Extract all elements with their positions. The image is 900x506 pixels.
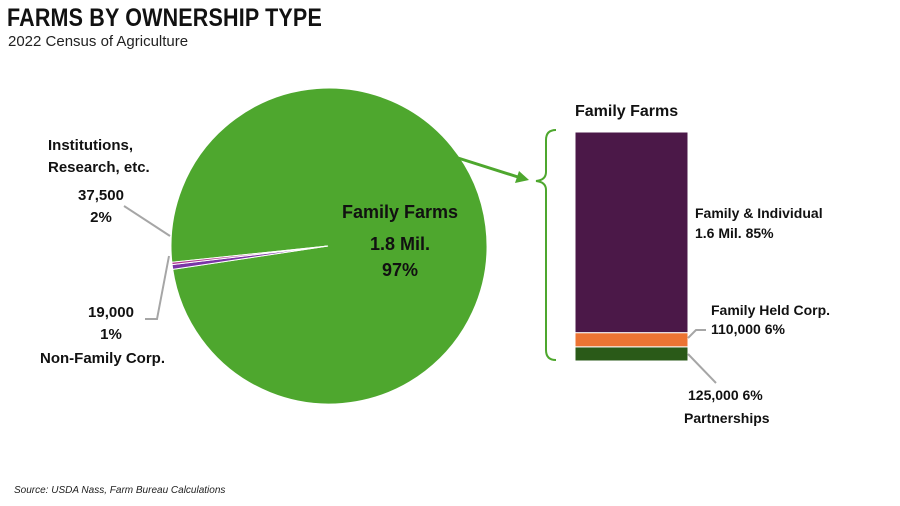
pie-slice-non-family-corp: [171, 245, 329, 266]
connector-arrowhead-icon: [515, 171, 529, 183]
institutions-name-line-2: Research, etc.: [48, 159, 150, 176]
family-individual-detail-label: 1.6 Mil. 85%: [695, 225, 774, 241]
family-farms-bracket: [535, 129, 557, 361]
family-farms-slice-label: Family Farms: [342, 202, 458, 222]
bar-segment-partnerships: [574, 346, 689, 362]
non-family-corp-name-label: Non-Family Corp.: [40, 350, 165, 367]
non-family-corp-leader-line: [145, 255, 170, 320]
family-farms-percent-label: 97%: [382, 260, 418, 280]
institutions-name-line-1: Institutions,: [48, 137, 133, 154]
source-note: Source: USDA Nass, Farm Bureau Calculati…: [14, 485, 226, 496]
institutions-value-label: 37,500: [78, 187, 124, 204]
non-family-corp-percent-label: 1%: [100, 326, 122, 343]
family-individual-name-label: Family & Individual: [695, 205, 823, 221]
pie-chart: [170, 87, 488, 405]
institutions-leader-line: [123, 205, 171, 237]
stacked-bar-title: Family Farms: [575, 103, 678, 120]
chart-subtitle: 2022 Census of Agriculture: [8, 33, 189, 50]
partnerships-detail-label: 125,000 6%: [688, 387, 763, 403]
pie-slice-family-farms: [170, 87, 488, 405]
family-farms-value-label: 1.8 Mil.: [370, 234, 430, 254]
bar-segment-family-held-corp: [574, 332, 689, 348]
stacked-bar: [574, 131, 689, 362]
family-held-corp-leader-line: [687, 329, 706, 339]
family-held-corp-detail-label: 110,000 6%: [711, 321, 786, 337]
institutions-percent-label: 2%: [90, 209, 112, 226]
non-family-corp-value-label: 19,000: [88, 304, 134, 321]
connector-arrow-line: [457, 156, 519, 179]
bar-segment-family-individual: [574, 131, 689, 334]
partnerships-name-label: Partnerships: [684, 410, 770, 426]
family-held-corp-name-label: Family Held Corp.: [711, 302, 830, 318]
partnerships-leader-line: [687, 353, 717, 384]
chart-title: FARMS BY OWNERSHIP TYPE: [7, 4, 322, 32]
